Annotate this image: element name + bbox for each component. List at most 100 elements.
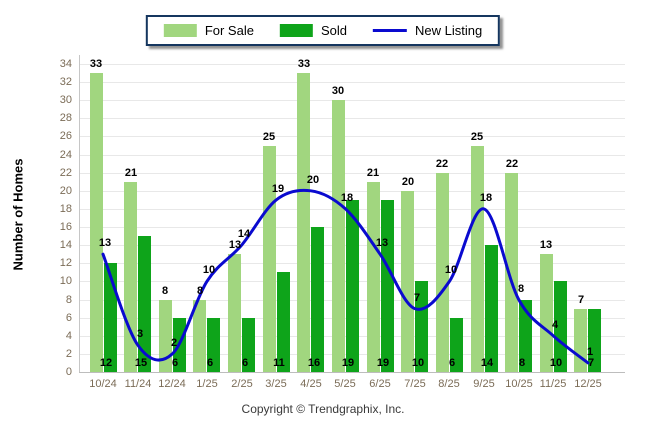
gridline-y20 xyxy=(79,191,625,192)
bar-for-sale-4-25 xyxy=(297,73,310,372)
data-label-sold-1-25: 6 xyxy=(206,357,214,369)
y-tick-label-0: 0 xyxy=(65,366,72,378)
bar-for-sale-2-25 xyxy=(228,254,241,372)
legend-label-new-listing: New Listing xyxy=(414,23,483,38)
data-label-sold-6-25: 19 xyxy=(376,357,390,369)
bar-sold-2-25 xyxy=(242,318,255,372)
data-label-new-listing-10-24: 13 xyxy=(98,237,112,249)
data-label-new-listing-9-25: 18 xyxy=(479,192,493,204)
data-label-sold-8-25: 6 xyxy=(448,357,456,369)
data-label-for-sale-1-25: 8 xyxy=(196,285,204,297)
data-label-sold-10-24: 12 xyxy=(99,357,113,369)
data-label-sold-2-25: 6 xyxy=(241,357,249,369)
x-tick-label-3-25: 3/25 xyxy=(265,378,287,390)
bar-sold-12-25 xyxy=(588,309,601,372)
data-label-for-sale-2-25: 13 xyxy=(228,239,242,251)
bar-sold-9-25 xyxy=(485,245,498,372)
data-label-for-sale-7-25: 20 xyxy=(401,176,415,188)
y-tick-label-34: 34 xyxy=(59,58,72,70)
copyright-text: Copyright © Trendgraphix, Inc. xyxy=(241,402,405,416)
x-tick-label-2-25: 2/25 xyxy=(231,378,253,390)
gridline-y24 xyxy=(79,155,625,156)
data-label-sold-9-25: 14 xyxy=(480,357,494,369)
data-label-sold-12-24: 6 xyxy=(171,357,179,369)
x-axis-line xyxy=(79,372,625,373)
bar-sold-8-25 xyxy=(450,318,463,372)
y-tick-label-10: 10 xyxy=(59,275,72,287)
y-tick-label-30: 30 xyxy=(59,94,72,106)
bar-for-sale-10-25 xyxy=(505,173,518,372)
data-label-for-sale-11-25: 13 xyxy=(539,239,553,251)
data-label-new-listing-6-25: 13 xyxy=(375,237,389,249)
x-tick-label-11-24: 11/24 xyxy=(124,378,152,390)
bar-for-sale-7-25 xyxy=(401,191,414,372)
y-tick-label-16: 16 xyxy=(59,221,72,233)
y-tick-label-26: 26 xyxy=(59,130,72,142)
x-tick-label-9-25: 9/25 xyxy=(473,378,495,390)
data-label-for-sale-3-25: 25 xyxy=(262,131,276,143)
data-label-sold-7-25: 10 xyxy=(411,357,425,369)
y-tick-label-2: 2 xyxy=(65,348,72,360)
gridline-y32 xyxy=(79,82,625,83)
data-label-sold-4-25: 16 xyxy=(307,357,321,369)
data-label-for-sale-9-25: 25 xyxy=(470,131,484,143)
data-label-for-sale-6-25: 21 xyxy=(366,167,380,179)
legend-sold-swatch-icon xyxy=(279,24,313,37)
gridline-y26 xyxy=(79,136,625,137)
data-label-new-listing-1-25: 10 xyxy=(202,264,216,276)
bar-sold-5-25 xyxy=(346,200,359,372)
gridline-y28 xyxy=(79,118,625,119)
bar-sold-11-25 xyxy=(554,281,567,372)
legend-for-sale-swatch-icon xyxy=(163,24,197,37)
data-label-sold-11-25: 10 xyxy=(549,357,563,369)
data-label-sold-11-24: 15 xyxy=(134,357,148,369)
y-tick-label-28: 28 xyxy=(59,112,72,124)
legend-item-for-sale: For Sale xyxy=(163,23,254,38)
y-tick-label-14: 14 xyxy=(59,239,72,251)
data-label-sold-5-25: 19 xyxy=(341,357,355,369)
legend-label-sold: Sold xyxy=(320,23,347,38)
x-tick-label-10-25: 10/25 xyxy=(505,378,533,390)
x-tick-label-5-25: 5/25 xyxy=(334,378,356,390)
y-axis-line xyxy=(79,55,80,372)
data-label-new-listing-5-25: 18 xyxy=(340,192,354,204)
x-tick-label-10-24: 10/24 xyxy=(89,378,117,390)
bar-for-sale-10-24 xyxy=(90,73,103,372)
data-label-for-sale-12-24: 8 xyxy=(161,285,169,297)
bar-for-sale-12-24 xyxy=(159,300,172,372)
legend-item-new-listing: New Listing xyxy=(372,23,483,38)
data-label-new-listing-7-25: 7 xyxy=(413,292,421,304)
data-label-new-listing-8-25: 10 xyxy=(444,264,458,276)
bar-sold-7-25 xyxy=(415,281,428,372)
data-label-new-listing-2-25: 14 xyxy=(237,228,251,240)
data-label-for-sale-10-25: 22 xyxy=(505,158,519,170)
gridline-y34 xyxy=(79,64,625,65)
y-tick-label-4: 4 xyxy=(65,330,72,342)
data-label-new-listing-4-25: 20 xyxy=(306,174,320,186)
y-tick-label-6: 6 xyxy=(65,312,72,324)
data-label-for-sale-8-25: 22 xyxy=(435,158,449,170)
x-tick-label-6-25: 6/25 xyxy=(369,378,391,390)
bar-for-sale-6-25 xyxy=(367,182,380,372)
data-label-new-listing-10-25: 8 xyxy=(517,283,525,295)
bar-sold-11-24 xyxy=(138,236,151,372)
gridline-y30 xyxy=(79,100,625,101)
x-tick-label-12-24: 12/24 xyxy=(158,378,186,390)
data-label-sold-12-25: 7 xyxy=(587,357,595,369)
data-label-new-listing-3-25: 19 xyxy=(271,183,285,195)
legend-label-for-sale: For Sale xyxy=(204,23,254,38)
bar-for-sale-11-25 xyxy=(540,254,553,372)
bar-sold-4-25 xyxy=(311,227,324,372)
y-tick-label-20: 20 xyxy=(59,185,72,197)
data-label-new-listing-11-25: 4 xyxy=(551,319,559,331)
y-tick-label-24: 24 xyxy=(59,149,72,161)
bar-sold-3-25 xyxy=(277,272,290,372)
x-tick-label-7-25: 7/25 xyxy=(404,378,426,390)
legend-item-sold: Sold xyxy=(279,23,347,38)
data-label-new-listing-11-24: 3 xyxy=(136,328,144,340)
legend-new-listing-line-icon xyxy=(372,29,407,32)
x-tick-label-1-25: 1/25 xyxy=(196,378,218,390)
bar-sold-10-25 xyxy=(519,300,532,372)
bar-for-sale-8-25 xyxy=(436,173,449,372)
